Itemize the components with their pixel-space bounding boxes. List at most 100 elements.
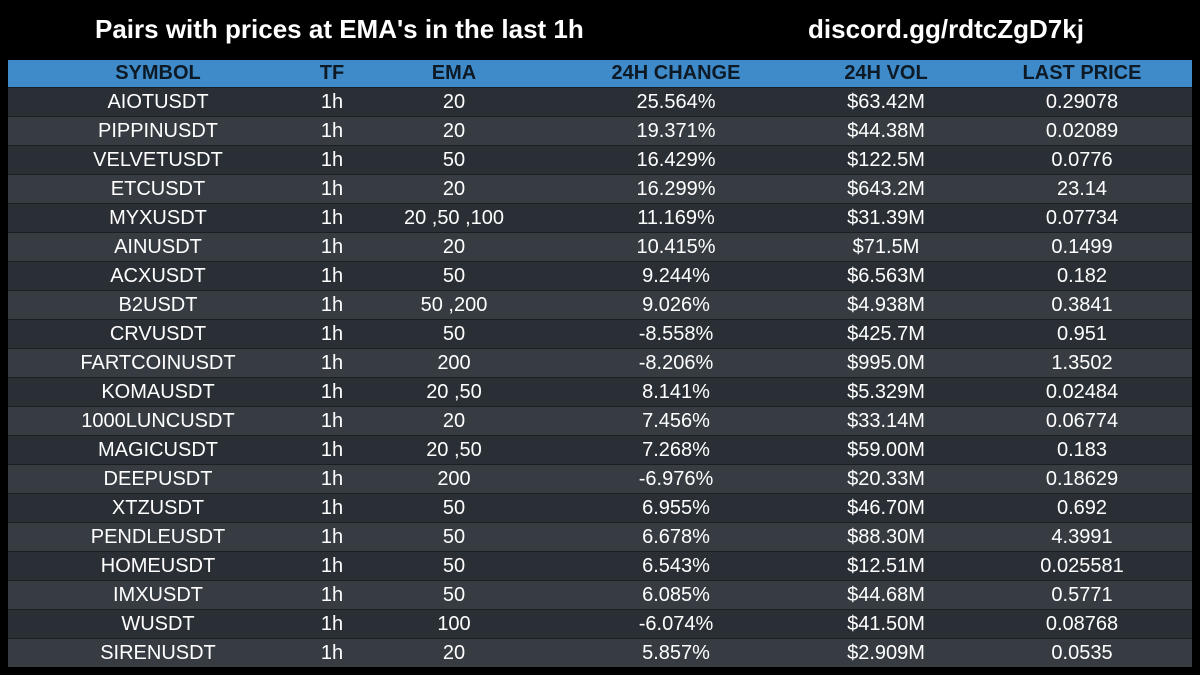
column-header-24h-change[interactable]: 24H CHANGE <box>611 62 741 84</box>
cell-tf: 1h <box>320 206 344 229</box>
cell-symbol: XTZUSDT <box>111 496 205 519</box>
cell-symbol: DEEPUSDT <box>103 467 213 490</box>
cell-24h-vol: $122.5M <box>847 148 925 171</box>
cell-tf: 1h <box>320 90 344 113</box>
cell-24h-change: 6.085% <box>642 583 710 606</box>
cell-symbol: IMXUSDT <box>113 583 203 606</box>
cell-last-price: 0.5771 <box>1051 583 1113 606</box>
cell-tf: 1h <box>320 380 344 403</box>
cell-ema: 50 <box>442 322 466 345</box>
cell-ema: 20 <box>442 119 466 142</box>
cell-24h-change: 6.955% <box>642 496 710 519</box>
cell-24h-vol: $643.2M <box>847 177 925 200</box>
table-row[interactable]: CRVUSDT 1h 50 -8.558% $425.7M 0.951 <box>8 319 1192 348</box>
cell-24h-vol: $425.7M <box>847 322 925 345</box>
cell-ema: 50 <box>442 148 466 171</box>
cell-last-price: 0.02484 <box>1045 380 1119 403</box>
column-header-ema[interactable]: EMA <box>431 62 477 84</box>
cell-24h-vol: $63.42M <box>847 90 925 113</box>
table-row[interactable]: MAGICUSDT 1h 20 ,50 7.268% $59.00M 0.183 <box>8 435 1192 464</box>
table-row[interactable]: MYXUSDT 1h 20 ,50 ,100 11.169% $31.39M 0.0773… <box>8 203 1192 232</box>
cell-symbol: 1000LUNCUSDT <box>81 409 235 432</box>
table-row[interactable]: AINUSDT 1h 20 10.415% $71.5M 0.1499 <box>8 232 1192 261</box>
cell-24h-change: -6.074% <box>638 612 714 635</box>
cell-tf: 1h <box>320 554 344 577</box>
cell-symbol: CRVUSDT <box>109 322 207 345</box>
table-row[interactable]: 1000LUNCUSDT 1h 20 7.456% $33.14M 0.06774 <box>8 406 1192 435</box>
table-row[interactable]: XTZUSDT 1h 50 6.955% $46.70M 0.692 <box>8 493 1192 522</box>
cell-symbol: FARTCOINUSDT <box>80 351 236 374</box>
cell-tf: 1h <box>320 119 344 142</box>
cell-24h-vol: $6.563M <box>847 264 925 287</box>
cell-24h-change: 8.141% <box>642 380 710 403</box>
cell-tf: 1h <box>320 322 344 345</box>
table-row[interactable]: AIOTUSDT 1h 20 25.564% $63.42M 0.29078 <box>8 87 1192 116</box>
cell-ema: 50 <box>442 264 466 287</box>
cell-symbol: ACXUSDT <box>110 264 206 287</box>
column-header-tf[interactable]: TF <box>319 62 345 84</box>
cell-24h-change: 5.857% <box>642 641 710 664</box>
table-row[interactable]: VELVETUSDT 1h 50 16.429% $122.5M 0.0776 <box>8 145 1192 174</box>
cell-last-price: 0.3841 <box>1051 293 1113 316</box>
cell-last-price: 1.3502 <box>1051 351 1113 374</box>
cell-ema: 200 <box>437 467 471 490</box>
table-row[interactable]: PENDLEUSDT 1h 50 6.678% $88.30M 4.3991 <box>8 522 1192 551</box>
table-row[interactable]: HOMEUSDT 1h 50 6.543% $12.51M 0.025581 <box>8 551 1192 580</box>
cell-24h-vol: $4.938M <box>847 293 925 316</box>
column-header-last-price[interactable]: LAST PRICE <box>1022 62 1142 84</box>
cell-tf: 1h <box>320 351 344 374</box>
cell-ema: 100 <box>437 612 471 635</box>
cell-tf: 1h <box>320 409 344 432</box>
table-row[interactable]: B2USDT 1h 50 ,200 9.026% $4.938M 0.3841 <box>8 290 1192 319</box>
cell-ema: 20 <box>442 235 466 258</box>
cell-ema: 50 <box>442 554 466 577</box>
column-header-24h-vol[interactable]: 24H VOL <box>844 62 928 84</box>
cell-24h-vol: $44.68M <box>847 583 925 606</box>
cell-24h-change: -8.206% <box>638 351 714 374</box>
cell-ema: 20 <box>442 641 466 664</box>
cell-24h-change: 11.169% <box>637 206 715 229</box>
discord-link[interactable]: discord.gg/rdtcZgD7kj <box>808 14 1084 44</box>
cell-tf: 1h <box>320 583 344 606</box>
header: Pairs with prices at EMA's in the last 1… <box>0 0 1200 60</box>
table-row[interactable]: DEEPUSDT 1h 200 -6.976% $20.33M 0.18629 <box>8 464 1192 493</box>
cell-tf: 1h <box>320 235 344 258</box>
table-row[interactable]: KOMAUSDT 1h 20 ,50 8.141% $5.329M 0.02484 <box>8 377 1192 406</box>
table-row[interactable]: ACXUSDT 1h 50 9.244% $6.563M 0.182 <box>8 261 1192 290</box>
cell-24h-change: 9.026% <box>642 293 710 316</box>
cell-24h-vol: $46.70M <box>847 496 925 519</box>
cell-last-price: 0.692 <box>1056 496 1108 519</box>
cell-ema: 20 <box>442 90 466 113</box>
cell-24h-vol: $995.0M <box>847 351 925 374</box>
table-row[interactable]: SIRENUSDT 1h 20 5.857% $2.909M 0.0535 <box>8 638 1192 667</box>
cell-tf: 1h <box>320 293 344 316</box>
ema-pairs-table: SYMBOL TF EMA 24H CHANGE 24H VOL LAST PR… <box>8 60 1192 667</box>
cell-symbol: AINUSDT <box>114 235 202 258</box>
table-row[interactable]: WUSDT 1h 100 -6.074% $41.50M 0.08768 <box>8 609 1192 638</box>
cell-tf: 1h <box>320 525 344 548</box>
cell-last-price: 0.951 <box>1056 322 1108 345</box>
cell-24h-change: 9.244% <box>642 264 710 287</box>
cell-symbol: ETCUSDT <box>110 177 206 200</box>
cell-24h-vol: $71.5M <box>852 235 920 258</box>
column-header-symbol[interactable]: SYMBOL <box>115 62 201 84</box>
table-row[interactable]: IMXUSDT 1h 50 6.085% $44.68M 0.5771 <box>8 580 1192 609</box>
cell-symbol: HOMEUSDT <box>100 554 216 577</box>
table-header-row: SYMBOL TF EMA 24H CHANGE 24H VOL LAST PR… <box>8 60 1192 87</box>
cell-last-price: 0.182 <box>1056 264 1108 287</box>
cell-24h-change: -6.976% <box>638 467 714 490</box>
cell-24h-change: 19.371% <box>636 119 716 142</box>
cell-symbol: WUSDT <box>121 612 195 635</box>
cell-last-price: 0.025581 <box>1040 554 1124 577</box>
cell-last-price: 0.1499 <box>1051 235 1113 258</box>
cell-24h-change: 7.268% <box>642 438 710 461</box>
table-row[interactable]: PIPPINUSDT 1h 20 19.371% $44.38M 0.02089 <box>8 116 1192 145</box>
cell-symbol: PIPPINUSDT <box>97 119 219 142</box>
table-row[interactable]: FARTCOINUSDT 1h 200 -8.206% $995.0M 1.3502 <box>8 348 1192 377</box>
cell-24h-change: -8.558% <box>638 322 714 345</box>
cell-24h-vol: $44.38M <box>847 119 925 142</box>
table-row[interactable]: ETCUSDT 1h 20 16.299% $643.2M 23.14 <box>8 174 1192 203</box>
cell-24h-change: 6.543% <box>642 554 710 577</box>
cell-ema: 50 <box>442 496 466 519</box>
cell-24h-vol: $88.30M <box>847 525 925 548</box>
